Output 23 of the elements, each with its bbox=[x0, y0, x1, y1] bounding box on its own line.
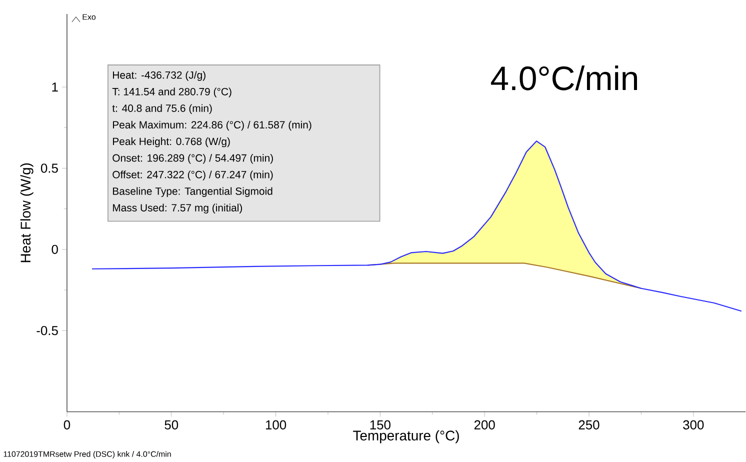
x-axis-title: Temperature (°C) bbox=[353, 430, 459, 444]
annotation: T: 141.54 and 280.79 (°C) bbox=[112, 88, 232, 98]
annotation: Mass Used: 7.57 mg (initial) bbox=[113, 204, 242, 214]
y-axis-title: Heat Flow (W/g) bbox=[20, 164, 34, 262]
x-tick-label: 50 bbox=[164, 420, 178, 430]
x-tick-label: 200 bbox=[474, 420, 495, 430]
annotation: Peak Height: 0.768 (W/g) bbox=[113, 138, 230, 148]
x-tick-label: 100 bbox=[266, 420, 286, 430]
annotation: Offset: 247.322 (°C) / 67.247 (min) bbox=[112, 170, 273, 180]
y-tick-label: 0 bbox=[52, 244, 58, 254]
y-tick-label: 0.5 bbox=[40, 164, 58, 173]
x-tick-label: 150 bbox=[370, 420, 390, 430]
x-tick-label: 0 bbox=[64, 420, 70, 430]
x-tick-label: 250 bbox=[578, 420, 600, 430]
y-tick-label: 1 bbox=[52, 82, 58, 92]
text: 4.0°C/min bbox=[490, 66, 637, 90]
annotation: Onset: 196.289 (°C) / 54.497 (min) bbox=[112, 154, 273, 164]
annotation: Peak Maximum: 224.86 (°C) / 61.587 (min) bbox=[113, 120, 312, 131]
annotation: t: 40.8 and 75.6 (min) bbox=[112, 104, 212, 114]
annotation: Baseline Type: Tangential Sigmoid bbox=[113, 187, 272, 198]
x-tick-label: 300 bbox=[683, 420, 704, 430]
annotation: Heat: -436.732 (J/g) bbox=[113, 71, 206, 81]
y-tick-label: -0.5 bbox=[36, 326, 58, 336]
